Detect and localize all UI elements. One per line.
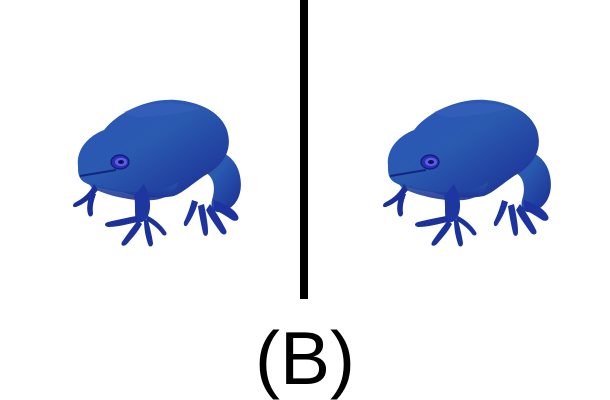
- blue-frog-icon: [374, 92, 556, 252]
- right-image-panel: [310, 0, 610, 300]
- blue-frog-icon: [64, 92, 246, 252]
- center-divider: [300, 0, 308, 299]
- left-image-panel: [0, 0, 300, 300]
- figure-caption: (B): [255, 316, 355, 400]
